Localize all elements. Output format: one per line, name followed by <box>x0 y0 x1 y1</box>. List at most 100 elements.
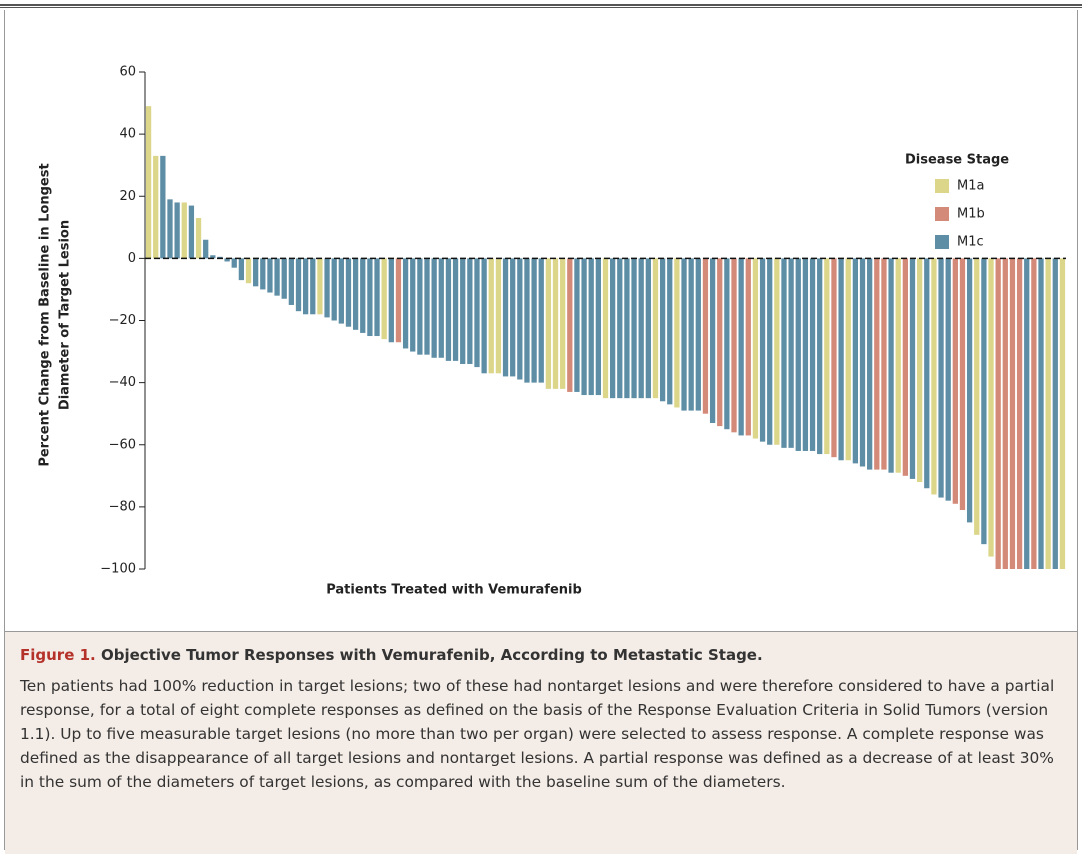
bar <box>1002 258 1008 569</box>
bar <box>717 258 723 427</box>
bar <box>210 255 216 259</box>
y-tick-label: 0 <box>128 251 136 266</box>
y-tick-label: 20 <box>119 189 136 204</box>
legend-label: M1b <box>957 207 985 222</box>
bar <box>331 258 337 321</box>
bar <box>438 258 444 358</box>
bar <box>310 258 316 315</box>
bar <box>288 258 295 305</box>
bar <box>902 258 909 476</box>
bar <box>588 258 594 396</box>
bar <box>374 258 380 337</box>
bar <box>624 258 630 399</box>
bar <box>988 258 994 557</box>
bar <box>395 258 402 343</box>
bar <box>1016 258 1023 569</box>
bar <box>281 258 287 299</box>
bar <box>852 258 859 464</box>
bar <box>495 258 502 374</box>
bar <box>245 258 252 284</box>
bar <box>352 258 359 330</box>
bar <box>974 258 980 535</box>
bar <box>1059 258 1066 569</box>
bar <box>916 258 923 483</box>
bar <box>295 258 302 312</box>
bar <box>538 258 544 383</box>
bar <box>688 258 694 411</box>
bar <box>488 258 494 374</box>
bar <box>938 258 944 498</box>
bar <box>460 258 466 364</box>
bar <box>817 258 823 455</box>
bar <box>881 258 887 470</box>
y-axis-label-line: Diameter of Target Lesion <box>58 220 73 410</box>
bar <box>959 258 966 510</box>
bar <box>824 258 830 455</box>
legend-swatch <box>935 207 949 221</box>
bar <box>759 258 766 442</box>
bar <box>1031 258 1037 569</box>
bar <box>145 106 152 259</box>
x-axis-label: Patients Treated with Vemurafenib <box>326 583 582 598</box>
bar <box>674 258 680 408</box>
bar <box>945 258 951 501</box>
bar <box>731 258 737 433</box>
bar <box>931 258 937 495</box>
bar <box>659 258 666 402</box>
bar <box>195 217 202 259</box>
bar <box>638 258 644 399</box>
bar <box>738 258 744 436</box>
bar <box>595 258 602 396</box>
y-tick-label: 60 <box>119 65 136 80</box>
bar <box>831 258 837 458</box>
legend-label: M1c <box>957 235 984 250</box>
bar <box>745 258 751 436</box>
bar <box>681 258 687 411</box>
bar <box>874 258 880 470</box>
caption-body: Ten patients had 100% reduction in targe… <box>20 677 1055 791</box>
bar <box>238 258 245 281</box>
bar <box>617 258 623 399</box>
figure-frame <box>4 10 1078 850</box>
bar <box>231 258 237 268</box>
legend-label: M1a <box>957 179 984 194</box>
bar <box>531 258 537 383</box>
bar <box>431 258 437 358</box>
bar <box>388 258 394 343</box>
bar <box>788 258 794 448</box>
bar <box>174 202 180 259</box>
bar <box>402 258 409 349</box>
bar <box>188 205 195 259</box>
caption-title: Figure 1. Objective Tumor Responses with… <box>20 646 1063 664</box>
bar <box>574 258 580 392</box>
bar <box>424 258 430 355</box>
caption-heading: Objective Tumor Responses with Vemurafen… <box>100 646 763 664</box>
bar <box>695 258 701 411</box>
top-rule <box>0 4 1082 8</box>
bar <box>160 155 166 259</box>
bar <box>966 258 973 523</box>
bar <box>909 258 916 479</box>
bar <box>581 258 587 396</box>
bar <box>481 258 487 374</box>
y-axis-label: Percent Change from Baseline in Longest … <box>38 163 73 466</box>
bar <box>809 258 816 451</box>
bar <box>167 199 173 259</box>
y-tick-label: −20 <box>109 313 136 328</box>
bar <box>709 258 716 424</box>
legend-swatch <box>935 235 949 249</box>
bar <box>274 258 280 296</box>
bar <box>602 258 609 399</box>
bar <box>217 256 223 259</box>
figure-label: Figure 1. <box>20 646 96 664</box>
bar <box>181 202 187 259</box>
bar <box>724 258 730 430</box>
bar <box>203 239 209 259</box>
bar <box>552 258 559 389</box>
caption: Figure 1. Objective Tumor Responses with… <box>5 631 1077 854</box>
legend-title: Disease Stage <box>905 153 1009 168</box>
bar <box>924 258 930 489</box>
y-axis-label-line: Percent Change from Baseline in Longest <box>38 163 53 466</box>
bar <box>781 258 787 448</box>
legend-swatch <box>935 179 949 193</box>
